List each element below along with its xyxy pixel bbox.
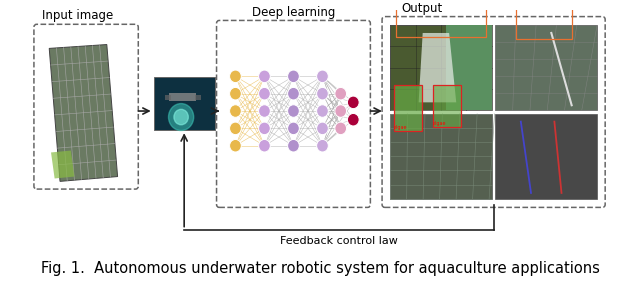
Bar [495, 25, 597, 110]
Bar [394, 85, 422, 131]
Polygon shape [51, 151, 74, 178]
Circle shape [317, 105, 328, 117]
Circle shape [259, 139, 270, 152]
Bar [195, 95, 202, 99]
Circle shape [259, 70, 270, 83]
Text: algae: algae [394, 125, 407, 130]
Bar [446, 25, 492, 110]
Circle shape [230, 122, 241, 135]
Bar [394, 85, 422, 131]
Circle shape [335, 105, 346, 117]
Circle shape [287, 105, 300, 117]
Circle shape [348, 96, 359, 109]
Text: Feedback control law: Feedback control law [280, 236, 398, 246]
Bar [495, 114, 597, 199]
Circle shape [317, 122, 328, 135]
Circle shape [230, 139, 241, 152]
Circle shape [287, 139, 300, 152]
Circle shape [230, 70, 241, 83]
Circle shape [259, 122, 270, 135]
Bar [164, 95, 171, 99]
Circle shape [335, 87, 346, 100]
Circle shape [174, 109, 188, 125]
Circle shape [287, 70, 300, 83]
Circle shape [168, 104, 194, 130]
Circle shape [230, 105, 241, 117]
Circle shape [317, 87, 328, 100]
Circle shape [259, 87, 270, 100]
Circle shape [230, 87, 241, 100]
Circle shape [317, 139, 328, 152]
Text: Output: Output [401, 2, 442, 15]
Bar [169, 93, 196, 101]
Circle shape [287, 87, 300, 100]
Bar [433, 85, 461, 127]
Text: algae: algae [433, 122, 446, 126]
Circle shape [259, 105, 270, 117]
Circle shape [317, 70, 328, 83]
Circle shape [287, 122, 300, 135]
Circle shape [335, 122, 346, 135]
Polygon shape [419, 33, 456, 102]
Text: Fig. 1.  Autonomous underwater robotic system for aquaculture applications: Fig. 1. Autonomous underwater robotic sy… [40, 261, 600, 276]
Text: Deep learning: Deep learning [252, 6, 335, 19]
Bar [516, 0, 572, 39]
Polygon shape [49, 45, 118, 181]
Text: Input image: Input image [42, 9, 113, 22]
Circle shape [348, 113, 359, 126]
Bar [396, 0, 486, 37]
Bar [390, 114, 492, 199]
Bar [433, 85, 461, 127]
Bar [154, 77, 215, 130]
Bar [390, 25, 492, 110]
